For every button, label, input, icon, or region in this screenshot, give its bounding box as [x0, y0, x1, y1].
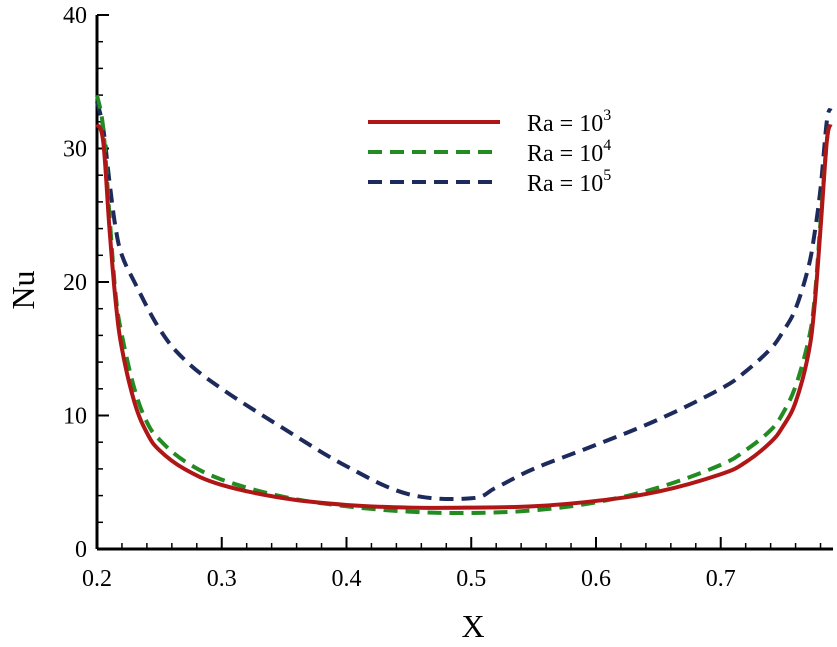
ticks: 0.2 0.3 0.4 0.5 0.6 0.7 0 10 20 30 40: [63, 3, 822, 592]
legend-label-1: Ra = 103: [527, 107, 611, 137]
x-tick-label: 0.6: [581, 566, 611, 592]
x-tick-label: 0.4: [331, 566, 361, 592]
x-tick-label: 0.5: [456, 566, 486, 592]
legend-label-3: Ra = 105: [527, 167, 611, 197]
legend-label-2: Ra = 104: [527, 137, 611, 167]
axes-frame: [95, 15, 833, 551]
x-tick-label: 0.2: [82, 566, 112, 592]
y-tick-label: 40: [63, 3, 87, 29]
y-tick-label: 20: [63, 270, 87, 296]
plot-series: [95, 94, 833, 516]
y-tick-label: 10: [63, 404, 87, 430]
series-line-3: [95, 101, 833, 502]
series-line-1: [95, 123, 833, 510]
x-axis-title: X: [461, 608, 484, 644]
x-tick-label: 0.3: [207, 566, 237, 592]
y-tick-label: 0: [75, 537, 87, 563]
x-tick-label: 0.7: [706, 566, 736, 592]
y-axis-title: Nu: [5, 270, 41, 309]
series-line-2: [95, 94, 833, 516]
y-tick-label: 30: [63, 137, 87, 163]
